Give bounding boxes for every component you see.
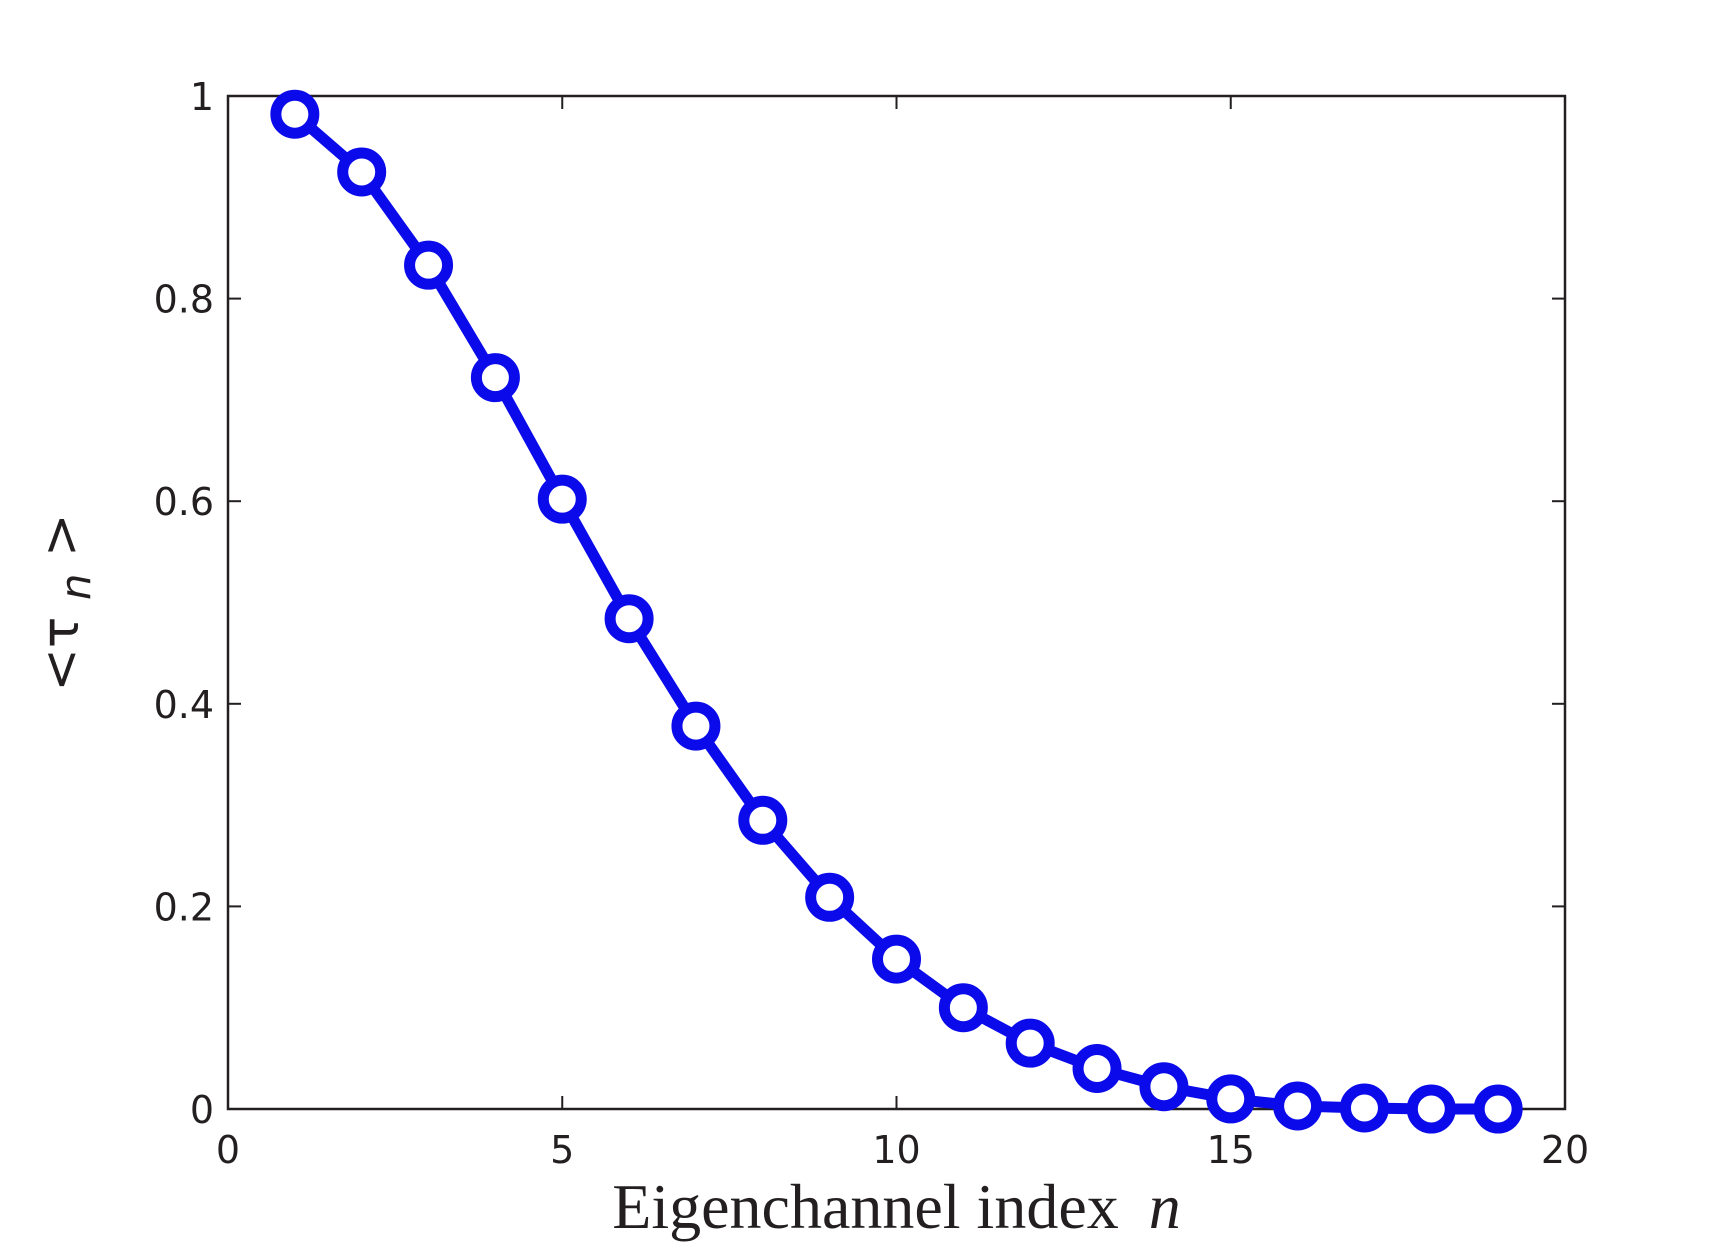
- data-point: [1406, 1084, 1456, 1134]
- y-tick-label: 0.6: [154, 480, 214, 524]
- data-point: [1339, 1083, 1389, 1133]
- data-point: [1273, 1081, 1323, 1131]
- x-axis-label-var: n: [1149, 1171, 1181, 1242]
- data-point: [938, 983, 988, 1033]
- x-tick-label: 0: [216, 1128, 240, 1172]
- data-point: [1005, 1018, 1055, 1068]
- data-point: [337, 147, 387, 197]
- x-tick-label: 5: [550, 1128, 574, 1172]
- x-tick-label: 15: [1207, 1128, 1255, 1172]
- data-point: [270, 89, 320, 139]
- data-point: [537, 474, 587, 524]
- data-point: [1473, 1084, 1523, 1134]
- tick-labels: 0 5 10 15 20 0 0.2 0.4 0.6 0.8 1: [154, 75, 1590, 1172]
- x-axis-label-text: Eigenchannel index: [612, 1171, 1118, 1242]
- x-tick-label: 10: [872, 1128, 920, 1172]
- y-axis-label-close: >: [31, 513, 91, 557]
- data-point: [1139, 1062, 1189, 1112]
- data-point: [805, 872, 855, 922]
- x-tick-label: 20: [1541, 1128, 1589, 1172]
- y-axis-label-open: <τ: [31, 617, 91, 692]
- y-tick-label: 0: [190, 1088, 214, 1132]
- y-axis-label-sub: n: [51, 574, 100, 601]
- data-point: [1072, 1043, 1122, 1093]
- series-group: [270, 89, 1523, 1134]
- data-point: [671, 701, 721, 751]
- data-point: [1206, 1074, 1256, 1124]
- data-point: [404, 240, 454, 290]
- y-axis-label: <τ n >: [31, 513, 103, 691]
- data-point: [738, 795, 788, 845]
- data-point: [872, 934, 921, 984]
- y-tick-label: 0.2: [154, 885, 214, 929]
- y-tick-label: 0.4: [154, 683, 214, 727]
- data-point: [470, 353, 520, 403]
- y-tick-label: 1: [190, 75, 214, 119]
- y-tick-label: 0.8: [154, 278, 214, 322]
- data-point: [604, 594, 654, 644]
- x-axis-label: Eigenchannel index n: [612, 1171, 1180, 1242]
